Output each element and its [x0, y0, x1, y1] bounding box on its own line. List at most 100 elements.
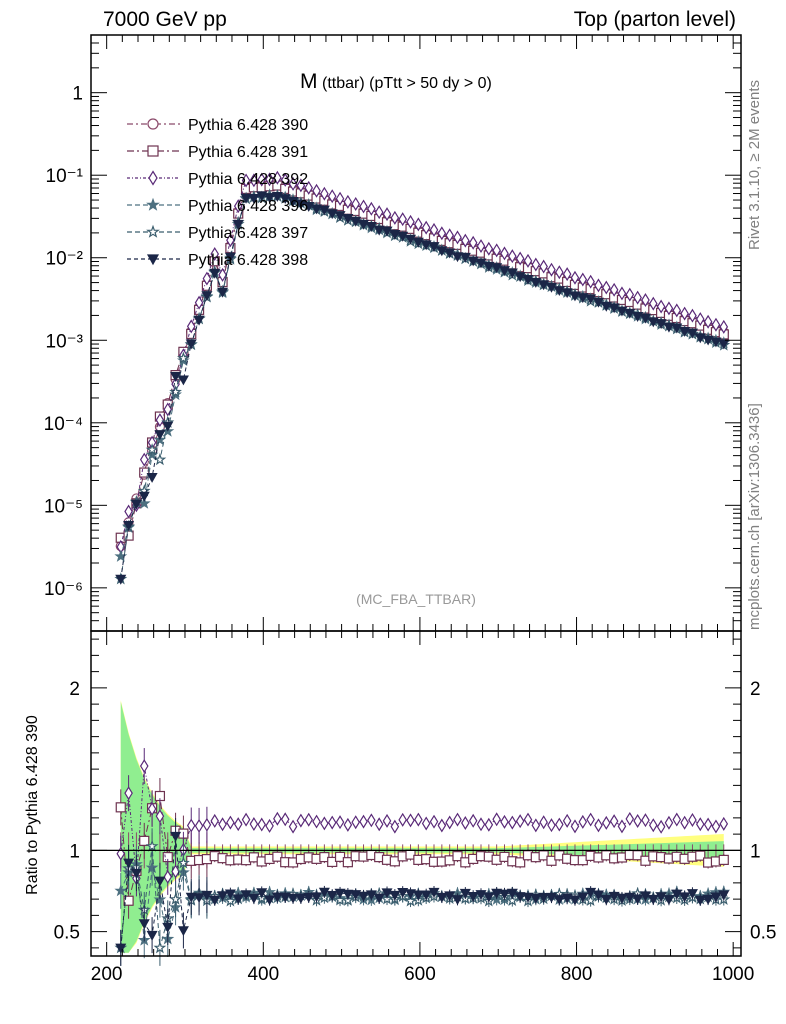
point-ratio-4-50: [505, 893, 519, 907]
point-main-2-67: [641, 293, 650, 308]
point-ratio-5-1: [123, 858, 135, 869]
legend-entry-0: Pythia 6.428 390: [127, 117, 308, 134]
point-ratio-5-29: [342, 889, 354, 900]
y-tick-label-1: 10⁻¹: [46, 166, 84, 187]
point-ratio-5-25: [311, 892, 323, 903]
point-main-5-54: [538, 280, 550, 291]
point-main-2-24: [304, 180, 314, 195]
legend-label-0: Pythia 6.428 390: [188, 117, 308, 134]
point-main-5-7: [170, 371, 182, 382]
point-main-2-48: [492, 243, 501, 258]
point-main-5-9: [185, 339, 197, 350]
point-main-5-10: [193, 315, 205, 326]
point-ratio-5-49: [498, 889, 511, 900]
ratio-uncertainty-bands: [120, 700, 724, 953]
point-main-2-34: [382, 207, 392, 222]
point-ratio-2-34: [382, 813, 392, 828]
point-ratio-2-60: [586, 812, 595, 827]
point-ratio-5-64: [616, 893, 628, 904]
point-main-5-13: [217, 287, 229, 298]
point-main-2-20: [273, 170, 282, 185]
point-main-2-38: [414, 217, 423, 232]
point-main-2-43: [453, 230, 462, 245]
point-main-2-23: [296, 178, 306, 193]
point-ratio-2-62: [601, 815, 611, 830]
point-ratio-2-33: [374, 817, 384, 832]
point-ratio-2-5: [155, 809, 165, 824]
point-ratio-2-58: [570, 819, 580, 834]
point-main-5-51: [514, 272, 526, 283]
header-energy-label: 7000 GeV pp: [103, 8, 227, 31]
legend-label-5: Pythia 6.428 398: [188, 252, 308, 269]
point-ratio-2-52: [523, 812, 533, 827]
point-ratio-2-20: [273, 811, 282, 826]
series-line-main-3: [120, 194, 724, 557]
point-ratio-2-9: [186, 818, 196, 833]
point-main-5-19: [264, 193, 276, 204]
point-ratio-5-43: [451, 895, 464, 906]
point-ratio-2-36: [398, 812, 407, 827]
point-main-5-2: [130, 499, 142, 510]
point-ratio-2-26: [320, 816, 329, 831]
point-main-5-45: [467, 256, 479, 267]
point-main-5-65: [624, 308, 636, 319]
point-ratio-5-68: [647, 894, 659, 905]
series-2: [116, 170, 729, 897]
point-ratio-5-35: [389, 890, 401, 901]
point-ratio-2-24: [304, 812, 314, 827]
point-ratio-5-77: [718, 890, 730, 901]
point-main-2-71: [672, 303, 682, 318]
point-ratio-5-58: [569, 895, 581, 906]
x-tick-label-1: 400: [247, 964, 279, 985]
point-ratio-2-30: [351, 815, 361, 830]
point-ratio-2-47: [484, 817, 494, 832]
point-ratio-2-69: [656, 819, 666, 834]
point-ratio-5-47: [483, 892, 495, 903]
point-main-2-35: [390, 210, 400, 225]
point-ratio-5-32: [365, 890, 377, 901]
point-ratio-5-56: [553, 895, 565, 906]
y-tick-label-0: 1: [72, 84, 83, 105]
x-tick-label-2: 600: [404, 964, 436, 985]
point-main-2-39: [421, 220, 431, 235]
ratio-tick-label-left-1: 1: [69, 841, 80, 862]
point-main-2-65: [625, 287, 635, 302]
point-ratio-4-60: [584, 893, 597, 907]
point-main-2-30: [351, 196, 361, 211]
point-main-2-1: [124, 504, 133, 519]
point-ratio-5-26: [318, 887, 330, 898]
point-main-5-22: [287, 197, 299, 207]
point-ratio-2-42: [445, 815, 454, 830]
point-main-5-39: [420, 240, 432, 251]
point-ratio-5-45: [467, 891, 479, 902]
point-main-5-1: [123, 520, 135, 531]
point-ratio-4-7: [169, 892, 183, 905]
point-ratio-3-4: [145, 861, 159, 874]
point-ratio-5-70: [663, 895, 675, 906]
point-main-5-16: [240, 193, 252, 204]
point-ratio-5-6: [162, 922, 174, 933]
point-ratio-5-53: [530, 894, 542, 904]
x-tick-label-3: 800: [561, 964, 593, 985]
point-ratio-5-36: [397, 887, 409, 898]
point-main-2-69: [656, 299, 666, 314]
point-ratio-2-32: [367, 813, 376, 828]
point-main-2-66: [633, 290, 642, 305]
point-ratio-2-67: [641, 813, 650, 828]
point-main-2-44: [461, 233, 470, 248]
point-ratio-5-44: [459, 888, 471, 899]
legend-marker-0: [147, 118, 159, 130]
point-main-5-63: [608, 303, 620, 314]
y-tick-label-5: 10⁻⁵: [44, 496, 83, 517]
point-ratio-5-7: [170, 831, 182, 842]
point-ratio-5-33: [373, 893, 385, 904]
point-ratio-1-3: [139, 835, 150, 846]
point-main-2-76: [711, 317, 721, 332]
point-ratio-5-11: [201, 890, 213, 901]
point-ratio-2-57: [562, 813, 572, 828]
point-main-5-5: [154, 430, 166, 441]
point-main-5-18: [256, 191, 268, 202]
point-ratio-2-38: [414, 812, 423, 827]
point-main-2-3: [139, 452, 149, 467]
